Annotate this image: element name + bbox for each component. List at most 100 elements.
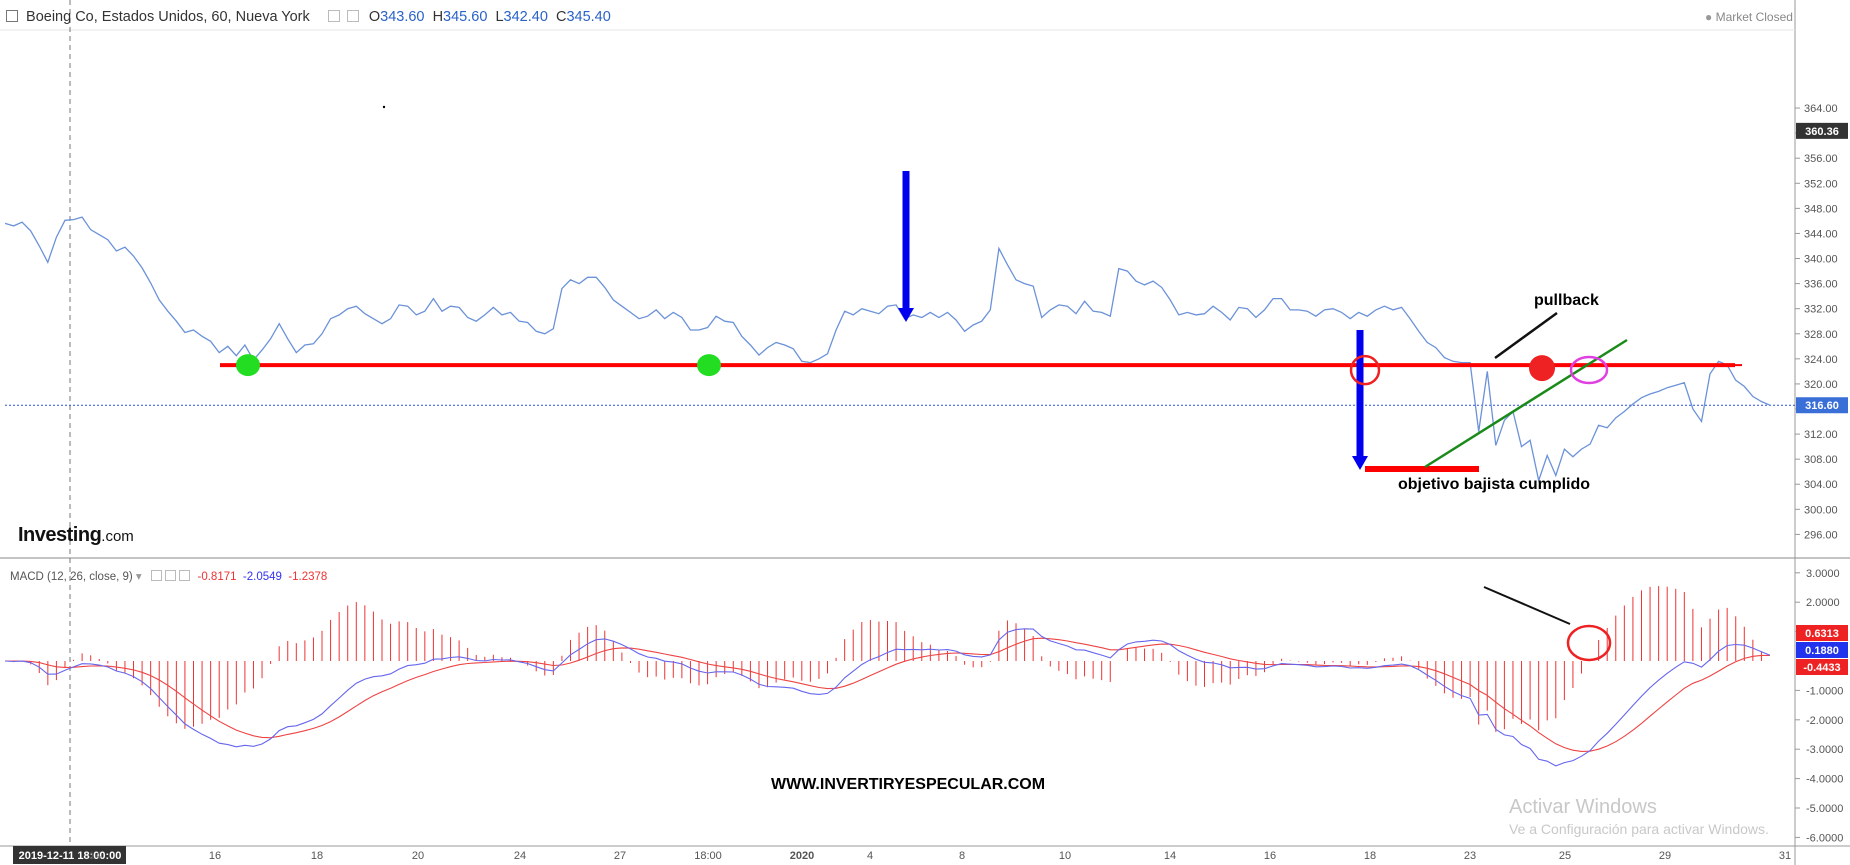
crosshair-time-badge <box>13 846 126 864</box>
macd-title[interactable]: MACD (12, 26, close, 9) <box>10 571 133 583</box>
time-tick-label: 14 <box>1164 850 1176 862</box>
macd-settings-icon[interactable] <box>165 570 177 581</box>
price-tick-label: 296.00 <box>1804 529 1838 541</box>
macd-tick-label: -5.0000 <box>1806 803 1843 815</box>
price-tick-label: 312.00 <box>1804 429 1838 441</box>
time-tick-label: 18 <box>1364 850 1376 862</box>
time-tick-label: 16 <box>209 850 221 862</box>
brand-name: Investing <box>18 524 102 546</box>
windows-activation-title: Activar Windows <box>1509 796 1657 818</box>
macd-divergence-line <box>1483 586 1571 625</box>
price-tick-label: 364.00 <box>1804 103 1838 115</box>
last-price-badge-label: 316.60 <box>1805 400 1839 412</box>
windows-activation-subtitle: Ve a Configuración para activar Windows. <box>1509 821 1769 837</box>
time-tick-label: 20 <box>412 850 424 862</box>
macd-value-3: -1.2378 <box>288 571 328 583</box>
macd-tick-label: 2.0000 <box>1806 597 1840 609</box>
price-tick-label: 328.00 <box>1804 329 1838 341</box>
macd-cross-circle <box>1566 624 1612 662</box>
market-status: ● Market Closed <box>1705 10 1793 24</box>
crosshair-time-label: 2019-12-11 18:00:00 <box>19 850 122 862</box>
macd-badge <box>1796 625 1848 641</box>
price-tick-label: 352.00 <box>1804 178 1838 190</box>
website-label: WWW.INVERTIRYESPECULAR.COM <box>771 776 1046 793</box>
macd-tick-label: -4.0000 <box>1806 774 1843 786</box>
support-touch-dot <box>236 354 260 377</box>
price-tick-label: 348.00 <box>1804 203 1838 215</box>
price-tick-label: 332.00 <box>1804 304 1838 316</box>
time-tick-label: 10 <box>1059 850 1071 862</box>
price-tick-label: 324.00 <box>1804 354 1838 366</box>
price-tick-label: 308.00 <box>1804 454 1838 466</box>
time-tick-label: 27 <box>614 850 626 862</box>
macd-tick-label: -6.0000 <box>1806 832 1843 844</box>
collapse-icon[interactable] <box>6 10 18 22</box>
close-value: 345.40 <box>566 9 611 25</box>
time-tick-label: 18 <box>311 850 323 862</box>
support-touch-dot <box>697 354 721 377</box>
symbol-title[interactable]: Boeing Co, Estados Unidos, 60, Nueva Yor… <box>26 9 310 25</box>
price-tick-label: 304.00 <box>1804 479 1838 491</box>
macd-tick-label: 3.0000 <box>1806 568 1840 580</box>
high-price-badge-label: 360.36 <box>1805 126 1839 138</box>
price-tick-label: 356.00 <box>1804 153 1838 165</box>
chart-axes: 364.00360.00356.00352.00348.00344.00340.… <box>13 103 1848 864</box>
low-label: L <box>495 9 504 25</box>
time-tick-label: 23 <box>1464 850 1476 862</box>
macd-close-icon[interactable] <box>179 570 191 581</box>
eye-icon[interactable] <box>327 10 340 22</box>
chart-drawings <box>220 105 1742 662</box>
high-price-badge <box>1796 122 1848 139</box>
high-value: 345.60 <box>443 9 488 25</box>
time-tick-label: 25 <box>1559 850 1571 862</box>
macd-pane <box>4 586 1771 767</box>
macd-badge <box>1796 659 1848 675</box>
macd-header: MACD (12, 26, close, 9) ▾ -0.8171 -2.054… <box>10 569 327 583</box>
time-tick-label: 31 <box>1779 850 1791 862</box>
macd-tick-label: -2.0000 <box>1806 715 1843 727</box>
target-label: objetivo bajista cumplido <box>1398 476 1591 493</box>
signal-line <box>4 637 1770 752</box>
time-tick-label: 29 <box>1659 850 1671 862</box>
chart-header: Boeing Co, Estados Unidos, 60, Nueva Yor… <box>6 9 611 25</box>
time-tick-label: 14 <box>89 850 101 862</box>
time-tick-label: 24 <box>514 850 526 862</box>
pullback-dot <box>1529 355 1555 382</box>
stray-dot <box>382 105 386 109</box>
price-tick-label: 344.00 <box>1804 228 1838 240</box>
open-label: O <box>368 9 381 25</box>
time-tick-label: 18:00 <box>694 850 722 862</box>
pullback-label: pullback <box>1534 292 1599 309</box>
macd-value-1: -0.8171 <box>197 571 237 583</box>
low-value: 342.40 <box>503 9 548 25</box>
brand-logo: Investing.com <box>18 524 134 547</box>
macd-tick-label: -1.0000 <box>1806 685 1843 697</box>
down-arrow-2-head <box>1352 456 1368 470</box>
macd-value-2: -2.0549 <box>242 571 282 583</box>
price-tick-label: 300.00 <box>1804 504 1838 516</box>
close-label: C <box>555 9 567 25</box>
macd-line <box>4 628 1771 767</box>
last-price-badge <box>1796 397 1848 414</box>
time-tick-label: 2020 <box>790 850 814 862</box>
time-tick-label: 4 <box>867 850 873 862</box>
pullback-line <box>1494 311 1558 360</box>
macd-eye-icon[interactable] <box>150 570 162 581</box>
settings-icon[interactable] <box>346 10 359 22</box>
down-arrow-1-head <box>898 308 914 322</box>
price-series <box>4 216 1771 483</box>
time-tick-label: 8 <box>959 850 965 862</box>
trend-line <box>1424 338 1628 469</box>
brand-suffix: .com <box>101 528 134 545</box>
macd-tick-label: -3.0000 <box>1806 744 1843 756</box>
time-tick-label: 16 <box>1264 850 1276 862</box>
macd-badge-label: 0.1880 <box>1805 645 1839 657</box>
chevron-down-icon[interactable]: ▾ <box>135 571 142 583</box>
magenta-circle <box>1569 355 1609 385</box>
high-label: H <box>432 9 444 25</box>
price-line <box>4 216 1771 483</box>
price-tick-label: 320.00 <box>1804 379 1838 391</box>
breakdown-circle <box>1349 354 1381 386</box>
